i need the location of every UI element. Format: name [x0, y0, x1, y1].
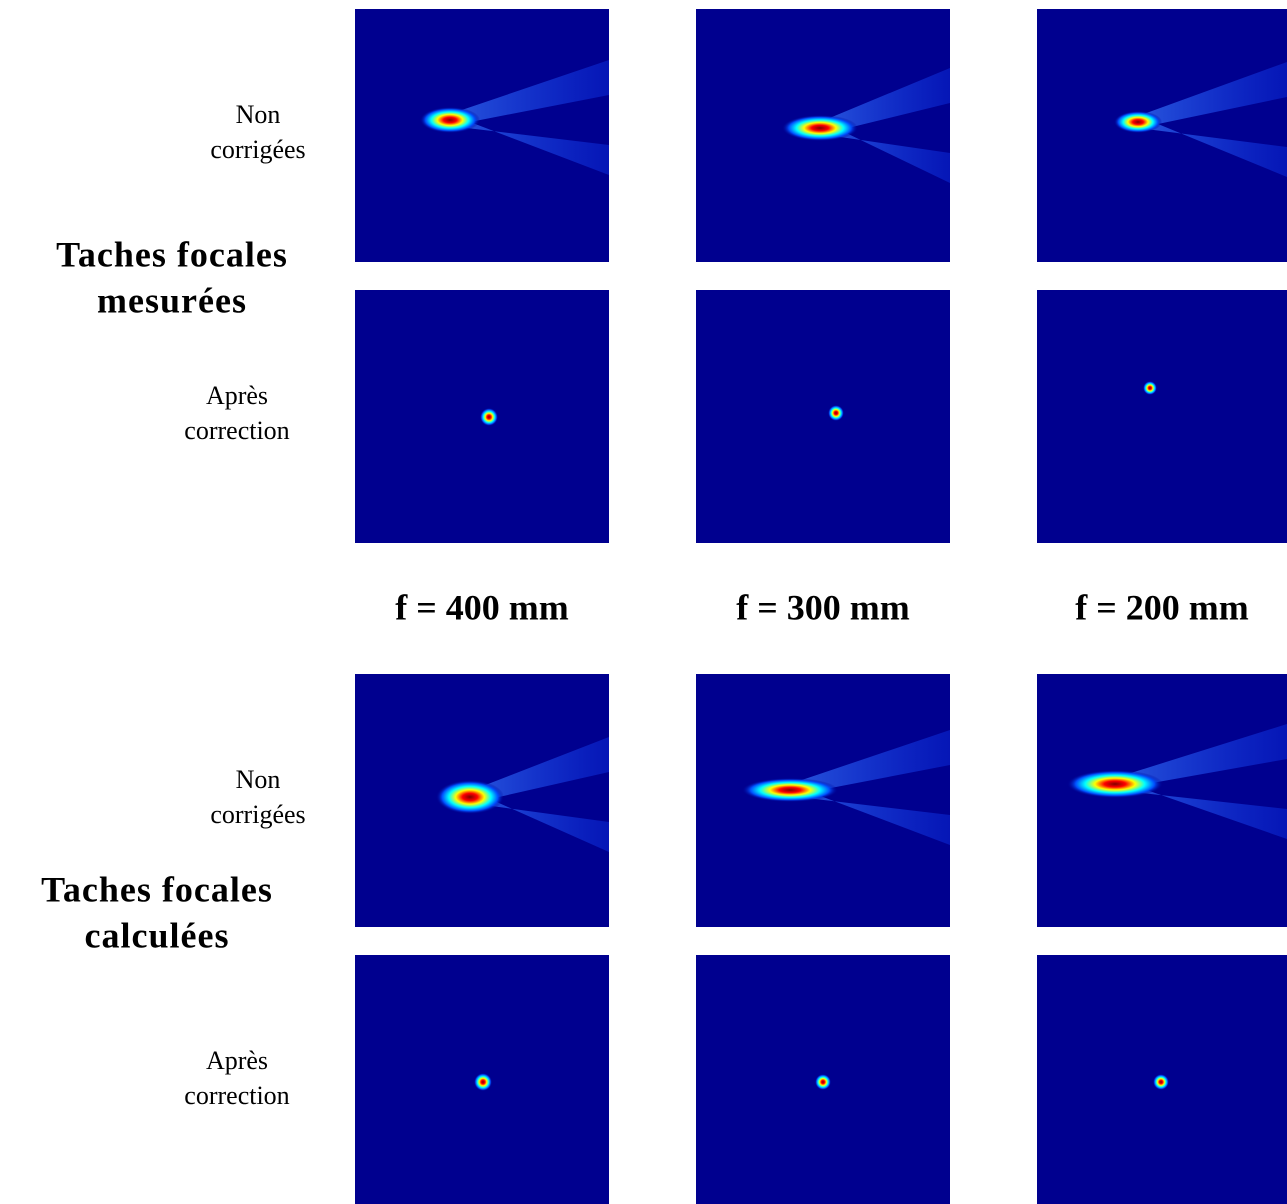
- row-label: correction: [184, 1081, 289, 1110]
- row-label: corrigées: [210, 135, 305, 164]
- aberration-plume: [1138, 62, 1287, 177]
- focal-spot: [474, 1073, 492, 1091]
- row-label: Non: [236, 765, 281, 794]
- aberration-plume: [820, 68, 950, 183]
- focal-spot: [828, 405, 844, 421]
- column-title: f = 200 mm: [1075, 587, 1248, 627]
- row-label: corrigées: [210, 800, 305, 829]
- row-label: Après: [206, 1046, 268, 1075]
- aberration-plume: [1115, 724, 1287, 839]
- row-label: Non: [236, 100, 281, 129]
- aberration-plume: [450, 60, 609, 175]
- focal-spot: [436, 780, 504, 814]
- row-label: correction: [184, 416, 289, 445]
- image-panel: [1037, 674, 1287, 927]
- image-panel: [696, 290, 950, 543]
- image-panel: [1037, 9, 1287, 262]
- column-title: f = 300 mm: [736, 587, 909, 627]
- focal-spot: [1114, 111, 1162, 133]
- image-panel: [1037, 290, 1287, 543]
- focal-spot: [420, 107, 480, 133]
- aberration-plume: [790, 730, 950, 845]
- focal-spot: [742, 778, 838, 802]
- image-panel: [696, 674, 950, 927]
- aberration-plume: [470, 737, 609, 852]
- row-label: Après: [206, 381, 268, 410]
- group-title: calculées: [85, 915, 230, 955]
- focal-spot: [1067, 770, 1163, 798]
- focal-spot: [782, 115, 858, 141]
- focal-spot: [1143, 381, 1157, 395]
- group-title: Taches focales: [41, 869, 273, 909]
- image-panel: [355, 9, 609, 262]
- focal-spot: [815, 1074, 831, 1090]
- column-title: f = 400 mm: [395, 587, 568, 627]
- focal-spot: [480, 408, 498, 426]
- group-title: Taches focales: [56, 234, 288, 274]
- focal-spot: [1153, 1074, 1169, 1090]
- group-title: mesurées: [97, 280, 247, 320]
